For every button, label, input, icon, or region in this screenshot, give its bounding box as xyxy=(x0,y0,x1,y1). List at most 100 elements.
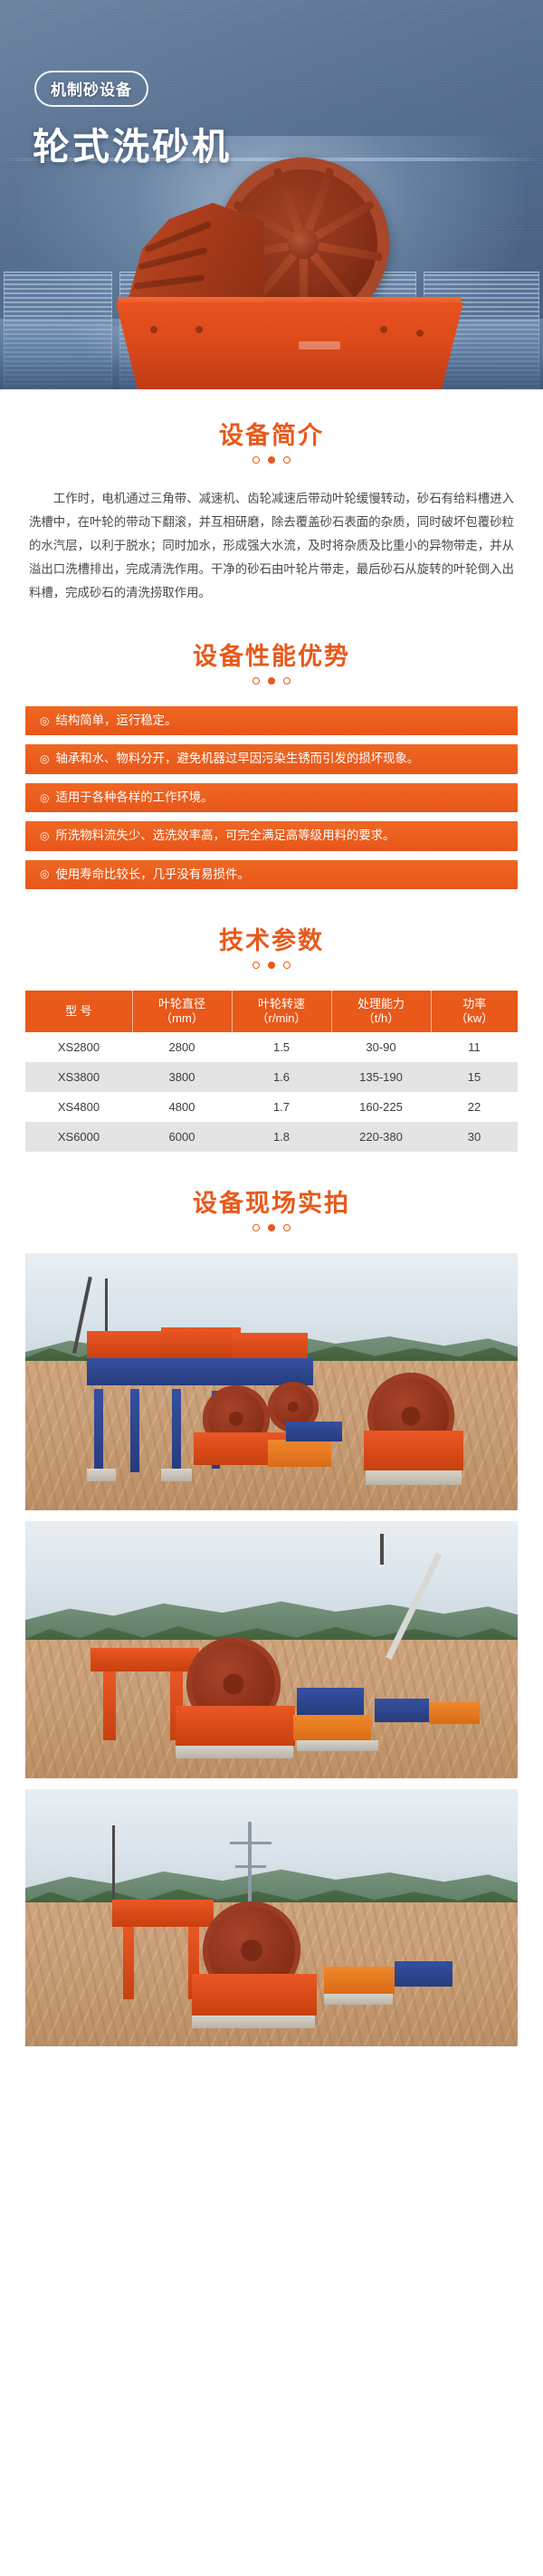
table-row: XS3800 3800 1.6 135-190 15 xyxy=(25,1062,518,1093)
divider-dot-active xyxy=(268,677,275,685)
gallery-section-header: 设备现场实拍 xyxy=(0,1190,543,1232)
intro-paragraph: 工作时，电机通过三角带、减速机、齿轮减速后带动叶轮缓慢转动，砂石有给料槽进入洗槽… xyxy=(29,492,514,599)
machine-brand-logo xyxy=(299,341,340,350)
advantage-bullet-icon: ◎ xyxy=(40,867,50,881)
spec-value-cell: 30-90 xyxy=(366,1040,396,1055)
advantages-section: 设备性能优势 ◎ 结构简单，运行稳定。 ◎ 轴承和水、物料分开，避免机器过早因污染生锈… xyxy=(0,605,543,890)
specs-section-title: 技术参数 xyxy=(219,927,324,955)
site-photo-2 xyxy=(25,1521,518,1779)
specs-column-name: 型 号 xyxy=(64,1004,92,1019)
advantage-item: ◎ 结构简单，运行稳定。 xyxy=(25,706,518,736)
specs-column-header: 叶轮直径 （mm） xyxy=(132,991,233,1033)
divider-dot xyxy=(283,677,291,685)
ceiling-beam xyxy=(0,158,543,161)
spec-value-cell: 4800 xyxy=(168,1100,195,1115)
section-divider-dots xyxy=(0,962,543,970)
hero-banner: 机制砂设备 轮式洗砂机 xyxy=(0,0,543,389)
advantage-bullet-icon: ◎ xyxy=(40,713,50,727)
spec-value-cell: 2800 xyxy=(168,1040,195,1055)
specs-section: 技术参数 型 号叶轮直径 （mm） 叶轮转速 （r/min） 处理能力 （t/h） 功率 （k… xyxy=(0,889,543,1153)
advantages-section-header: 设备性能优势 xyxy=(0,645,543,685)
divider-dot xyxy=(283,962,291,970)
spec-model-cell: XS2800 xyxy=(57,1040,100,1055)
table-row: XS4800 4800 1.7 160-225 22 xyxy=(25,1092,518,1123)
intro-section: 设备简介 工作时，电机通过三角带、减速机、齿轮减速后带动叶轮缓慢转动，砂石有给料… xyxy=(0,389,543,605)
specs-table-body: XS2800 2800 1.5 30-90 11 XS3800 3800 1.6 135-190… xyxy=(25,1032,518,1153)
advantage-item-label: 结构简单，运行稳定。 xyxy=(55,713,177,727)
spec-value-cell: 22 xyxy=(467,1100,481,1115)
table-row: XS2800 2800 1.5 30-90 11 xyxy=(25,1032,518,1063)
specs-column-unit: （kw） xyxy=(455,1011,494,1026)
advantage-item-label: 使用寿命比较长，几乎没有易损件。 xyxy=(55,867,250,881)
spec-value-cell: 11 xyxy=(468,1040,481,1055)
divider-dot xyxy=(252,1224,260,1232)
specs-column-unit: （r/min） xyxy=(256,1011,307,1026)
gallery-section-title: 设备现场实拍 xyxy=(193,1190,350,1218)
gallery-section: 设备现场实拍 xyxy=(0,1152,543,2047)
advantage-item: ◎ 轴承和水、物料分开，避免机器过早因污染生锈而引发的损坏现象。 xyxy=(25,744,518,774)
spec-value-cell: 6000 xyxy=(168,1130,195,1144)
specs-column-name: 处理能力 xyxy=(357,997,405,1011)
wheel-hub xyxy=(288,228,319,259)
spec-value-cell: 15 xyxy=(467,1070,481,1085)
specs-section-header: 技术参数 xyxy=(0,927,543,970)
divider-dot-active xyxy=(268,962,275,970)
spec-model-cell: XS6000 xyxy=(57,1130,100,1144)
divider-dot-active xyxy=(268,456,275,464)
advantage-item: ◎ 所洗物料流失少、选洗效率高，可完全满足高等级用料的要求。 xyxy=(25,821,518,851)
section-divider-dots xyxy=(0,677,543,685)
specs-header-row: 型 号叶轮直径 （mm） 叶轮转速 （r/min） 处理能力 （t/h） 功率 （kw） xyxy=(25,991,518,1033)
specs-column-name: 叶轮直径 xyxy=(157,997,205,1011)
specs-column-header: 叶轮转速 （r/min） xyxy=(232,991,332,1033)
spec-value-cell: 1.7 xyxy=(272,1100,291,1115)
divider-dot xyxy=(252,456,260,464)
divider-dot xyxy=(252,962,260,970)
divider-dot xyxy=(252,677,260,685)
advantages-section-title: 设备性能优势 xyxy=(193,643,350,670)
spec-value-cell: 1.5 xyxy=(272,1040,291,1055)
specs-column-header: 处理能力 （t/h） xyxy=(331,991,432,1033)
specs-column-header: 功率 （kw） xyxy=(431,991,518,1033)
spec-value-cell: 220-380 xyxy=(359,1130,403,1144)
divider-dot xyxy=(283,1224,291,1232)
washing-tank-body xyxy=(116,302,463,389)
site-photo-1 xyxy=(25,1253,518,1511)
specs-column-name: 功率 xyxy=(462,997,487,1011)
spec-value-cell: 30 xyxy=(467,1130,481,1144)
page-title: 轮式洗砂机 xyxy=(33,126,232,168)
advantage-bullet-icon: ◎ xyxy=(40,828,50,842)
divider-dot-active xyxy=(268,1224,275,1232)
advantage-item: ◎ 使用寿命比较长，几乎没有易损件。 xyxy=(25,859,518,890)
intro-section-header: 设备简介 xyxy=(0,424,543,464)
spec-value-cell: 3800 xyxy=(168,1070,195,1085)
spec-model-cell: XS4800 xyxy=(57,1100,100,1115)
specifications-table: 型 号叶轮直径 （mm） 叶轮转速 （r/min） 处理能力 （t/h） 功率 （kw） XS… xyxy=(25,991,518,1153)
spec-model-cell: XS3800 xyxy=(57,1070,100,1085)
advantage-item: ◎ 适用于各种各样的工作环境。 xyxy=(25,782,518,813)
divider-dot xyxy=(283,456,291,464)
hero-sand-washer-machine xyxy=(109,154,471,389)
specs-column-unit: （t/h） xyxy=(362,1011,400,1026)
specs-column-unit: （mm） xyxy=(160,1011,204,1026)
spec-value-cell: 1.8 xyxy=(272,1130,291,1144)
intro-section-title: 设备简介 xyxy=(219,422,324,449)
spec-value-cell: 160-225 xyxy=(359,1100,403,1115)
section-divider-dots xyxy=(0,1224,543,1232)
hero-category-badge: 机制砂设备 xyxy=(34,71,148,107)
specs-column-name: 叶轮转速 xyxy=(257,997,305,1011)
section-divider-dots xyxy=(0,456,543,464)
advantage-item-label: 所洗物料流失少、选洗效率高，可完全满足高等级用料的要求。 xyxy=(55,828,395,843)
advantages-list: ◎ 结构简单，运行稳定。 ◎ 轴承和水、物料分开，避免机器过早因污染生锈而引发的损坏现… xyxy=(25,706,518,890)
advantage-item-label: 轴承和水、物料分开，避免机器过早因污染生锈而引发的损坏现象。 xyxy=(55,752,420,766)
advantage-item-label: 适用于各种各样的工作环境。 xyxy=(55,790,214,804)
specs-column-header: 型 号 xyxy=(25,991,133,1033)
specs-table-head: 型 号叶轮直径 （mm） 叶轮转速 （r/min） 处理能力 （t/h） 功率 （kw） xyxy=(25,991,518,1033)
spec-value-cell: 1.6 xyxy=(272,1070,291,1085)
spec-value-cell: 135-190 xyxy=(359,1070,403,1085)
advantage-bullet-icon: ◎ xyxy=(40,752,50,766)
table-row: XS6000 6000 1.8 220-380 30 xyxy=(25,1122,518,1153)
site-photo-3 xyxy=(25,1789,518,2047)
hero-factory-backdrop xyxy=(0,136,543,389)
gallery-photo-list xyxy=(0,1253,543,2047)
advantage-bullet-icon: ◎ xyxy=(40,790,50,804)
